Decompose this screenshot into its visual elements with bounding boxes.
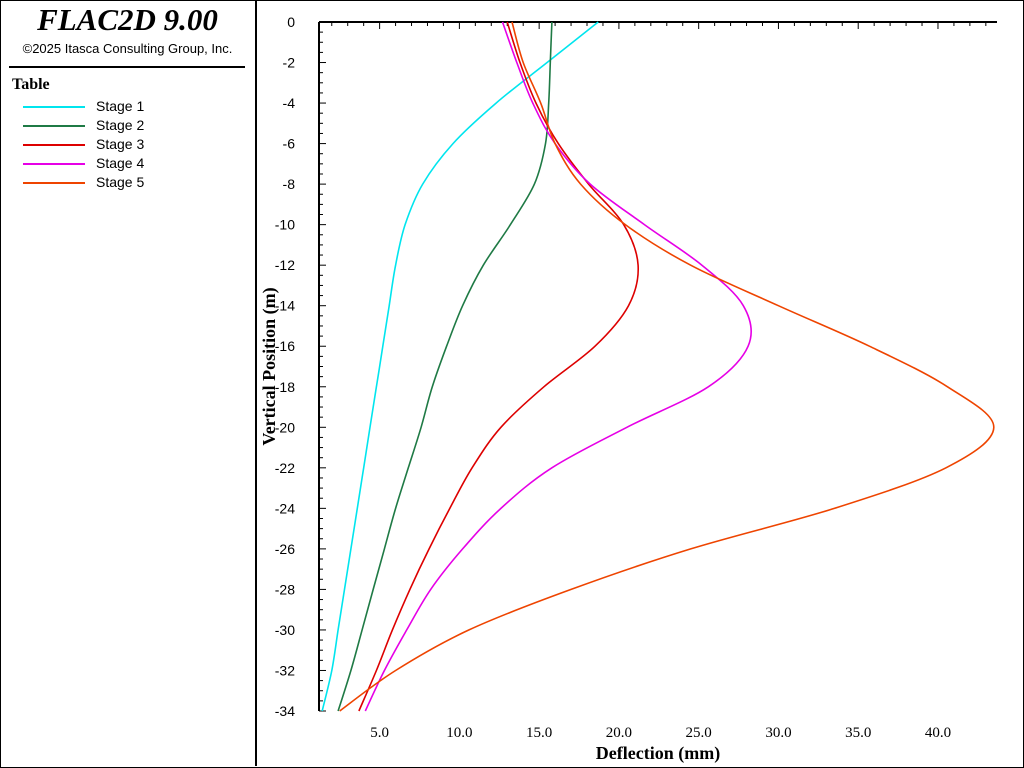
y-tick-label: 0	[287, 14, 295, 30]
legend-swatch-stage-3	[23, 144, 85, 146]
y-tick-label: -12	[275, 257, 295, 273]
y-tick-label: -32	[275, 662, 295, 678]
legend-label-stage-3: Stage 3	[96, 136, 145, 152]
legend-label-stage-1: Stage 1	[96, 98, 145, 114]
legend-title: Table	[12, 76, 50, 93]
y-tick-label: -8	[283, 176, 296, 192]
legend-swatch-stage-4	[23, 163, 85, 165]
x-tick-label: 35.0	[845, 725, 871, 741]
x-tick-label: 40.0	[925, 725, 951, 741]
series-line-stage-4	[364, 21, 753, 712]
x-tick-label: 20.0	[606, 725, 632, 741]
y-tick-label: -14	[275, 298, 295, 314]
legend-swatch-stage-2	[23, 125, 85, 127]
x-tick-label: 15.0	[526, 725, 552, 741]
y-tick-label: -2	[283, 55, 296, 71]
series-line-stage-1	[321, 21, 599, 712]
y-tick-label: -10	[275, 217, 295, 233]
x-axis-title: Deflection (mm)	[596, 743, 720, 764]
x-tick-label: 25.0	[686, 725, 712, 741]
legend-label-stage-5: Stage 5	[96, 174, 145, 190]
divider	[9, 66, 245, 68]
series-line-stage-5	[339, 21, 995, 712]
legend-swatch-stage-5	[23, 182, 85, 184]
app-title: FLAC2D 9.00	[37, 2, 218, 37]
x-tick-label: 30.0	[765, 725, 791, 741]
legend-item-stage-2: Stage 2	[23, 116, 243, 135]
y-tick-label: -34	[275, 703, 295, 719]
legend-swatch-stage-1	[23, 106, 85, 108]
y-tick-label: -30	[275, 622, 295, 638]
copyright-notice: ©2025 Itasca Consulting Group, Inc.	[22, 41, 233, 56]
legend-item-stage-5: Stage 5	[23, 173, 243, 192]
legend-item-stage-3: Stage 3	[23, 135, 243, 154]
y-tick-label: -4	[283, 95, 296, 111]
y-tick-label: -22	[275, 460, 295, 476]
y-tick-label: -18	[275, 379, 295, 395]
deflection-chart: 0 -2 -4 -6 -8 -10 -12 -14 -16 -18 -20 -22 -24 -26 -28 -…	[259, 14, 997, 764]
legend-item-stage-4: Stage 4	[23, 154, 243, 173]
legend-label-stage-4: Stage 4	[96, 155, 145, 171]
x-tick-label: 10.0	[446, 725, 472, 741]
series-line-stage-2	[337, 21, 553, 712]
y-tick-label: -6	[283, 136, 296, 152]
y-axis-title: Vertical Position (m)	[259, 287, 280, 445]
y-tick-label: -28	[275, 581, 295, 597]
y-tick-label: -16	[275, 338, 295, 354]
series-line-stage-3	[358, 21, 640, 712]
y-tick-label: -26	[275, 541, 295, 557]
legend: Stage 1 Stage 2 Stage 3 Stage 4 Stage 5	[23, 97, 243, 192]
legend-label-stage-2: Stage 2	[96, 117, 145, 133]
info-panel: FLAC2D 9.00 ©2025 Itasca Consulting Grou…	[0, 0, 257, 766]
legend-item-stage-1: Stage 1	[23, 97, 243, 116]
y-tick-label: -24	[275, 500, 295, 516]
x-tick-label: 5.0	[370, 725, 389, 741]
y-tick-label: -20	[275, 419, 295, 435]
